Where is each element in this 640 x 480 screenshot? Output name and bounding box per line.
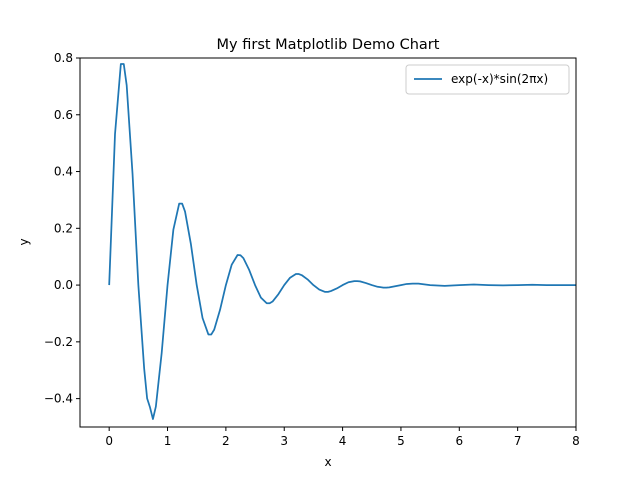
series-line [108,63,576,420]
x-tick-label: 4 [339,434,347,448]
x-tick-label: 5 [397,434,405,448]
plot-area [108,63,576,420]
x-axis-label: x [324,455,331,469]
x-tick-label: 2 [222,434,230,448]
chart-title: My first Matplotlib Demo Chart [217,37,440,53]
x-tick-label: 1 [164,434,172,448]
y-tick-label: 0.2 [54,221,73,235]
x-tick-label: 8 [572,434,580,448]
x-tick-label: 3 [280,434,288,448]
legend: exp(-x)*sin(2πx) [405,64,570,95]
y-tick-label: 0.6 [54,108,73,122]
x-axis: 0 1 2 3 4 5 6 7 8 [105,427,580,448]
y-axis: −0.4 −0.2 0.0 0.2 0.4 0.6 0.8 [44,51,80,406]
legend-label: exp(-x)*sin(2πx) [451,72,548,86]
x-tick-label: 7 [514,434,522,448]
plot-frame [79,57,577,428]
y-tick-label: −0.2 [44,335,73,349]
x-tick-label: 0 [105,434,113,448]
x-tick-label: 6 [455,434,463,448]
y-axis-label: y [17,238,31,245]
legend-box [405,64,570,95]
y-tick-label: −0.4 [44,392,73,406]
y-tick-label: 0.8 [54,51,73,65]
y-tick-label: 0.0 [54,278,73,292]
y-tick-label: 0.4 [54,165,73,179]
